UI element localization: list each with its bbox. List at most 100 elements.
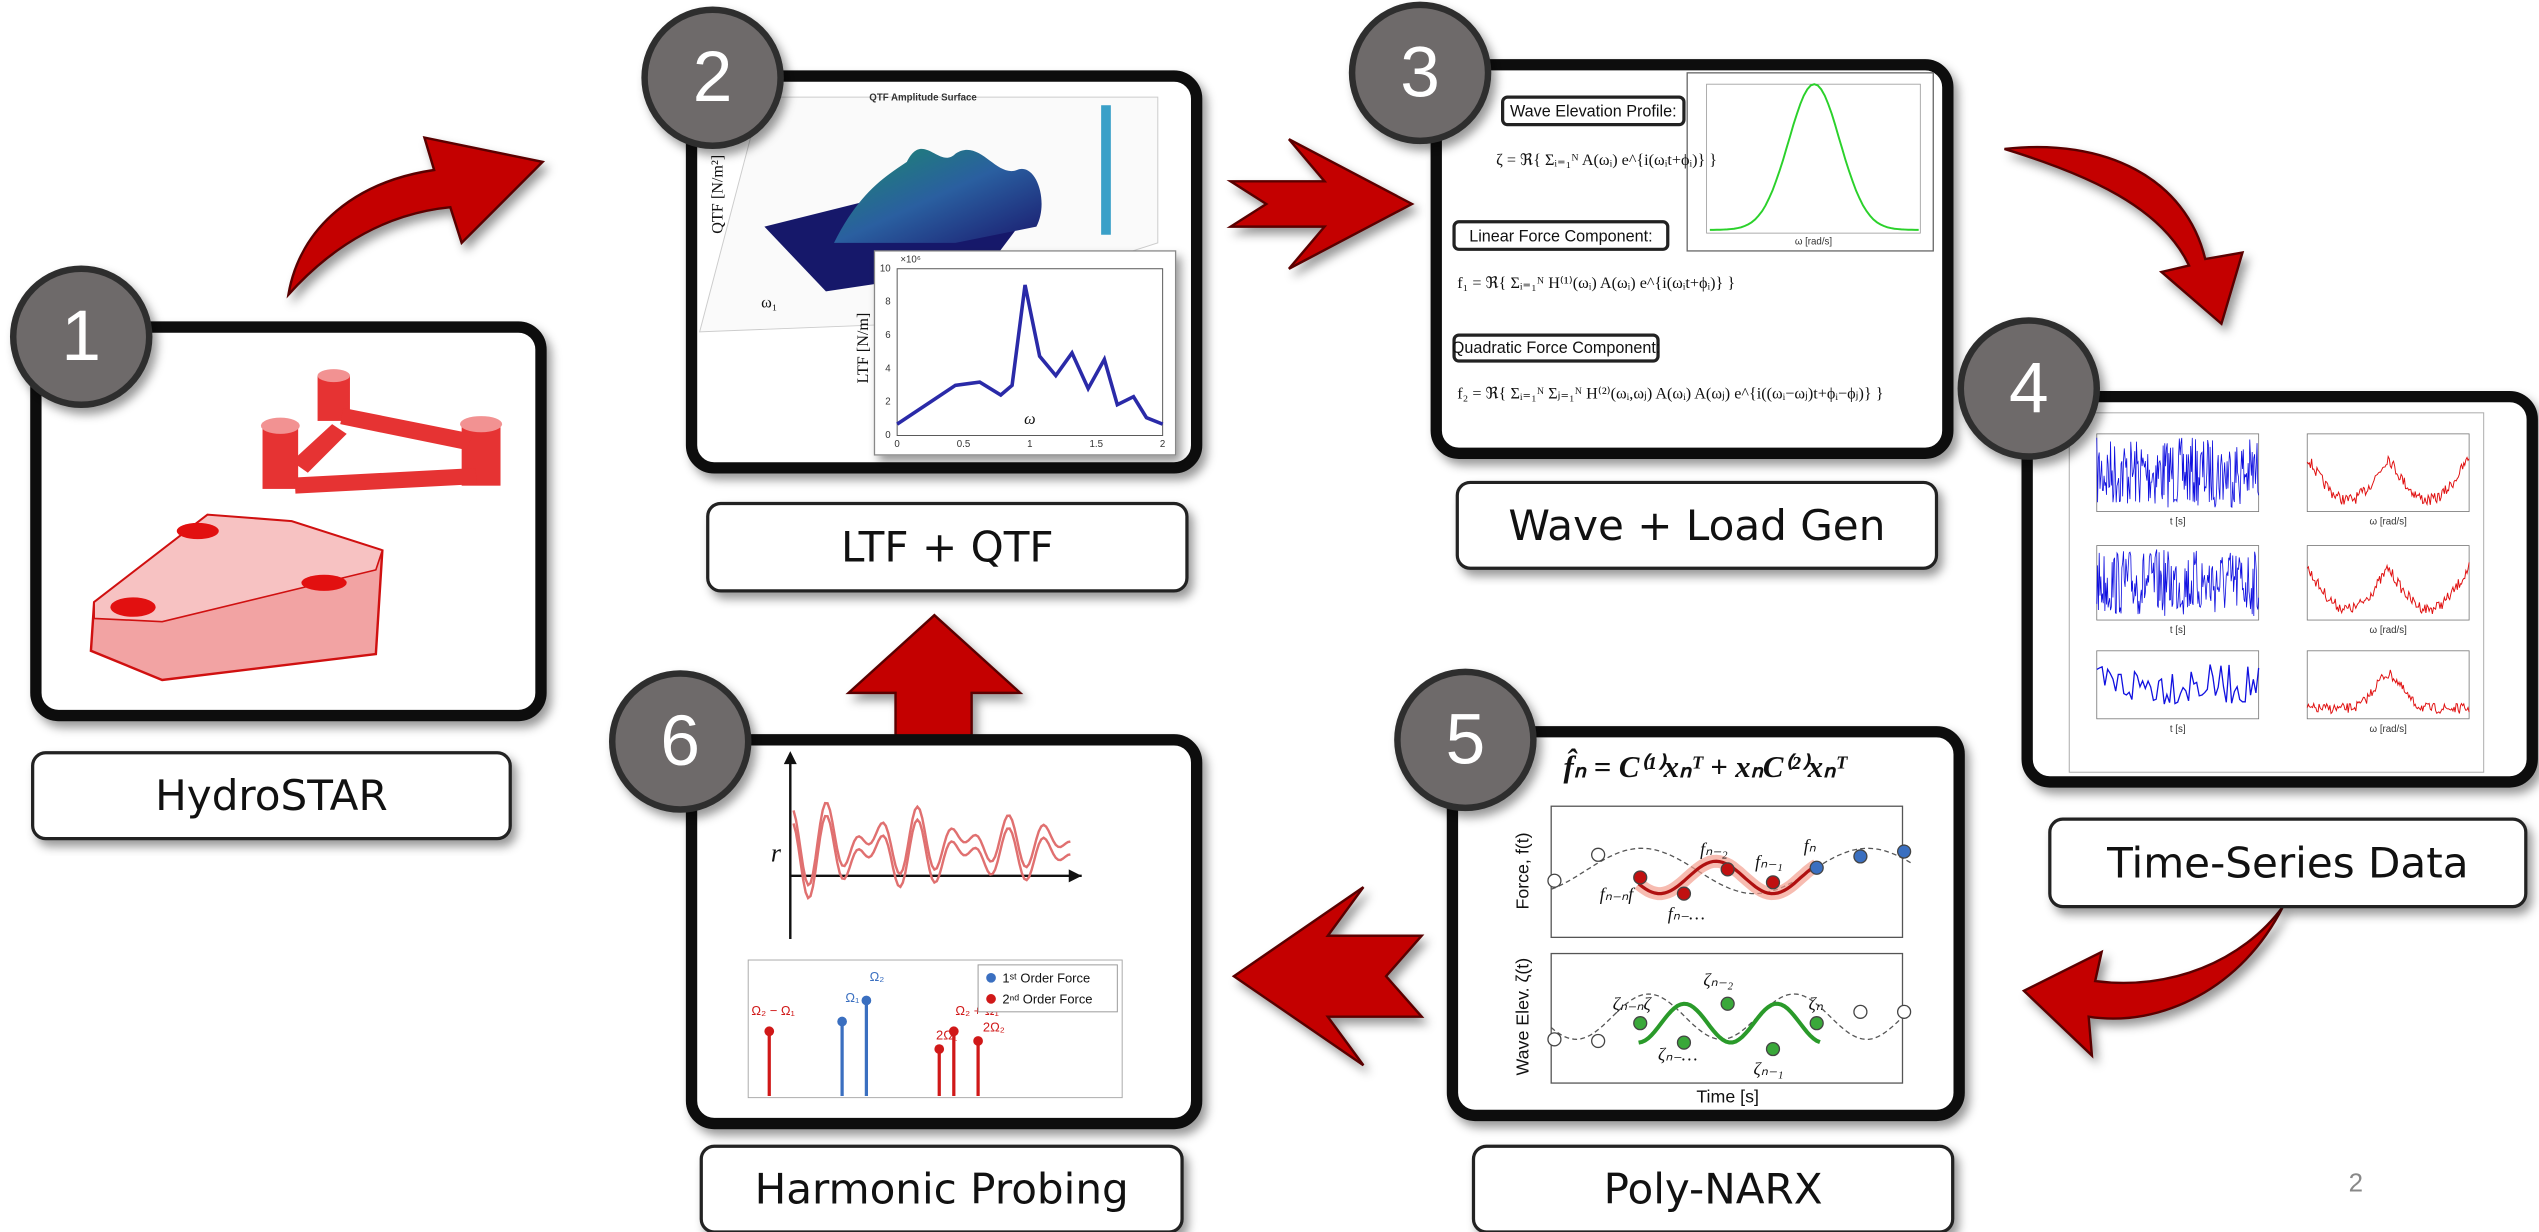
force-term: fₙ₋₂ [1700, 839, 1728, 859]
page-number: 2 [2349, 1169, 2363, 1197]
step-number: 6 [660, 702, 700, 781]
stem-head [837, 1017, 847, 1027]
legend-entry: 1ˢᵗ Order Force [1002, 970, 1090, 985]
force-sample [1767, 876, 1780, 889]
response-label: r [771, 838, 782, 867]
step-label: HydroSTAR [155, 771, 388, 820]
wave-sample [1721, 997, 1734, 1010]
force-term: fₙ₋₁ [1755, 852, 1783, 872]
column-top [318, 369, 350, 382]
wave-sample [1548, 1033, 1561, 1046]
figure-frame [2069, 413, 2483, 772]
legend-marker [986, 973, 996, 983]
wave-term: ζₙ₋₁ [1754, 1059, 1784, 1079]
stem-label: Ω₂ [870, 969, 885, 984]
stem-head [934, 1044, 944, 1054]
x-tick-label: 0 [894, 439, 900, 450]
page: Pipeline overview {"steps":[ {"number":"… [0, 0, 2539, 1232]
surface-z-label: QTF [N/m²] [709, 155, 726, 234]
step-number: 3 [1400, 33, 1440, 112]
arrow-2-3 [1231, 139, 1412, 269]
wave-term: ζₙ₋₂ [1703, 970, 1733, 990]
x-tick-label: 1 [1027, 439, 1032, 450]
y-tick-label: 8 [885, 297, 890, 308]
y-tick-label: 6 [885, 330, 890, 341]
mesh-hole [110, 597, 155, 616]
spectrum-frame [1687, 73, 1933, 251]
slide: QTF Amplitude Surface QTF [N/m²] ω₁ 0 0.5… [0, 0, 2539, 1232]
ltf-y-label: LTF [N/m] [855, 313, 872, 384]
stem-head [764, 1026, 774, 1036]
column-top [460, 416, 502, 432]
wave-sample [1767, 1043, 1780, 1056]
step-label: Harmonic Probing [755, 1165, 1129, 1214]
panel-wave-load: ω [rad/s] Wave Elevation Profile: ζ = ℜ{… [1436, 65, 1948, 454]
stem-head [949, 1026, 959, 1036]
force-sample [1592, 848, 1605, 861]
wave-term: ζₙ₋ₙζ [1613, 994, 1653, 1014]
panel-time-series: t [s] ω [rad/s] t [s] ω [rad/s] t [s] ω [rad/… [2027, 397, 2532, 782]
x-tick-label: 2 [1160, 439, 1165, 450]
y-tick-label: 2 [885, 397, 890, 408]
colorbar [1101, 105, 1111, 235]
wave-sample [1898, 1005, 1911, 1018]
legend-entry: 2ⁿᵈ Order Force [1002, 991, 1092, 1006]
mesh-hole [301, 575, 346, 591]
arrow-5-6 [1234, 887, 1422, 1065]
force-sample [1634, 871, 1647, 884]
force-sample [1721, 863, 1734, 876]
force-sample [1854, 850, 1867, 863]
arrow-4-5 [2024, 907, 2283, 1056]
force-sample [1677, 887, 1690, 900]
stem-label: 2Ω₂ [983, 1019, 1005, 1034]
force-sample [1548, 874, 1561, 887]
force-label: Force, f(t) [1513, 832, 1533, 909]
step-number: 4 [2009, 349, 2049, 428]
step-label: Poly-NARX [1604, 1165, 1823, 1214]
wave-label: Wave Elev. ζ(t) [1513, 958, 1533, 1076]
surface-x-label: ω₁ [761, 295, 777, 312]
panel-ltf-qtf: QTF Amplitude Surface QTF [N/m²] ω₁ 0 0.5… [692, 76, 1197, 468]
force-term: fₙ [1804, 836, 1817, 856]
flow-arrows [288, 138, 2283, 1066]
time-axis-label: t [s] [2170, 625, 2186, 636]
wave-sample [1810, 1017, 1823, 1030]
freq-axis-label: ω [rad/s] [2370, 724, 2407, 735]
freq-axis-label: ω [rad/s] [2370, 625, 2407, 636]
time-axis-label: t [s] [2170, 724, 2186, 735]
step-label: LTF + QTF [841, 523, 1054, 572]
surface-title: QTF Amplitude Surface [869, 92, 977, 103]
mesh-hole [177, 523, 219, 539]
y-tick-label: 4 [885, 363, 891, 374]
quadratic-formula: f₂ = ℜ{ Σᵢ₌₁ᴺ Σⱼ₌₁ᴺ H⁽²⁾(ωᵢ,ωⱼ) A(ωᵢ) A(… [1457, 385, 1883, 402]
panel-poly-narx: f̂ₙ = C⁽¹⁾xₙᵀ + xₙC⁽²⁾xₙᵀ fₙ₋ₙffₙ₋…fₙ₋₂f… [1452, 732, 1959, 1116]
force-sample [1810, 861, 1823, 874]
y-tick-label: 10 [880, 263, 891, 274]
wave-sample [1854, 1005, 1867, 1018]
freq-axis-label: ω [rad/s] [2370, 517, 2407, 528]
linear-formula: f₁ = ℜ{ Σᵢ₌₁ᴺ H⁽¹⁾(ωᵢ) A(ωᵢ) e^{i(ωᵢt+ϕᵢ… [1457, 275, 1735, 292]
wave-term: ζₙ [1809, 994, 1824, 1014]
step-label: Wave + Load Gen [1508, 501, 1885, 550]
step-number: 5 [1446, 700, 1486, 779]
linear-heading: Linear Force Component: [1469, 227, 1652, 245]
wave-sample [1634, 1017, 1647, 1030]
body: QTF Amplitude Surface QTF [N/m²] ω₁ 0 0.5… [0, 0, 2539, 1232]
force-term: fₙ₋… [1668, 904, 1705, 924]
ltf-x-label: ω [1024, 411, 1035, 428]
step-number: 1 [61, 297, 101, 376]
x-tick-label: 0.5 [957, 439, 970, 450]
wave-sample [1592, 1034, 1605, 1047]
legend-marker [986, 994, 996, 1004]
quadratic-heading: Quadratic Force Component: [1452, 339, 1661, 357]
step-number: 2 [693, 38, 733, 117]
wave-formula: ζ = ℜ{ Σᵢ₌₁ᴺ A(ωᵢ) e^{i(ωᵢt+ϕᵢ)} } [1496, 152, 1717, 169]
narx-formula: f̂ₙ = C⁽¹⁾xₙᵀ + xₙC⁽²⁾xₙᵀ [1563, 748, 1848, 784]
force-sample [1898, 845, 1911, 858]
time-axis-label: t [s] [2170, 517, 2186, 528]
x-tick-label: 1.5 [1090, 439, 1104, 450]
time-label: Time [s] [1696, 1086, 1759, 1106]
y-tick-label: 0 [885, 430, 891, 441]
